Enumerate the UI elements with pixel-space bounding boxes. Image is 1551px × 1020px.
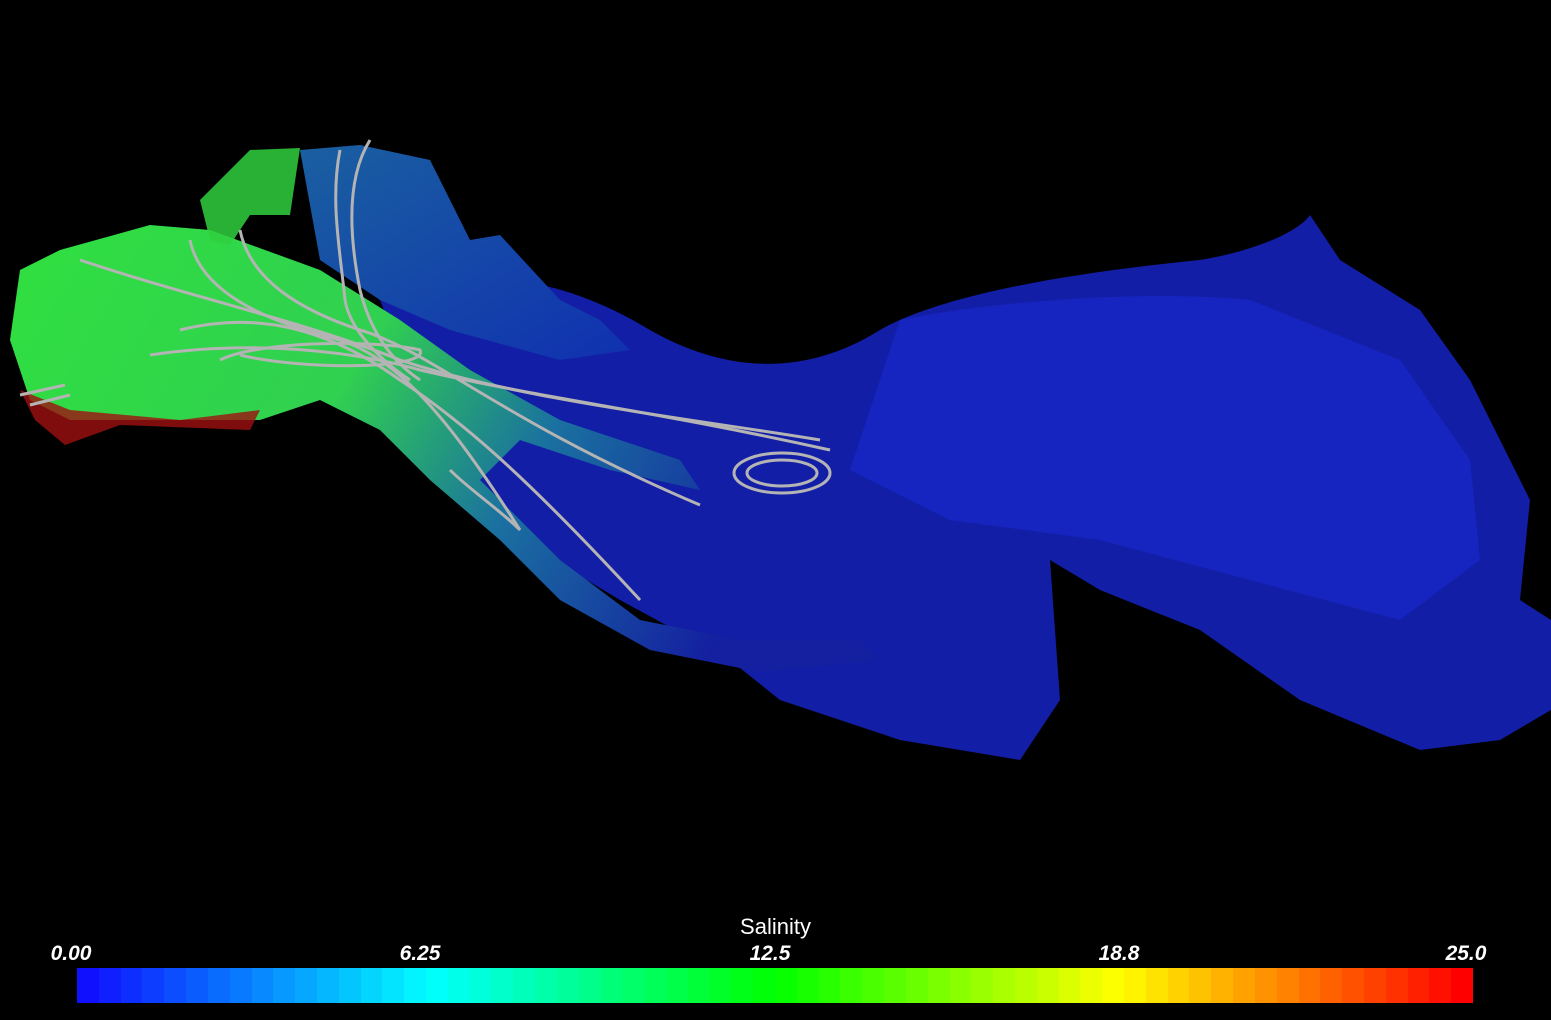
scalar-bar-segment bbox=[164, 968, 187, 1003]
scalar-bar-segment bbox=[949, 968, 972, 1003]
scalar-bar-segment bbox=[862, 968, 885, 1003]
scalar-bar-segment bbox=[98, 968, 121, 1003]
streamline bbox=[350, 139, 421, 382]
streamline bbox=[188, 239, 522, 531]
scalar-bar-tick: 6.25 bbox=[399, 942, 441, 965]
scalar-bar-segment bbox=[469, 968, 492, 1003]
scalar-bar-segment bbox=[535, 968, 557, 1003]
scalar-bar-segment bbox=[1276, 968, 1299, 1003]
streamline bbox=[149, 346, 831, 452]
scalar-bar-segment bbox=[753, 968, 775, 1003]
scalar-bar-segment bbox=[1298, 968, 1321, 1003]
streamline-loop bbox=[745, 458, 819, 488]
scalar-bar-segment bbox=[971, 968, 994, 1003]
scalar-bar-segment bbox=[1254, 968, 1277, 1003]
scalar-bar-segment bbox=[1167, 968, 1190, 1003]
scalar-bar-segment bbox=[186, 968, 208, 1003]
scalar-bar-segment bbox=[796, 968, 819, 1003]
scalar-bar-segment bbox=[1102, 968, 1124, 1003]
scalar-bar-segment bbox=[513, 968, 536, 1003]
scalar-bar-segment bbox=[273, 968, 296, 1003]
scalar-bar-segment bbox=[360, 968, 383, 1003]
streamline bbox=[179, 320, 642, 602]
scalar-bar-segment bbox=[578, 968, 601, 1003]
scalar-bar-segment bbox=[447, 968, 470, 1003]
scalar-bar-tick: 18.8 bbox=[1098, 942, 1140, 965]
scalar-bar-segment bbox=[927, 968, 950, 1003]
scalar-bar-segment bbox=[1233, 968, 1255, 1003]
scalar-bar-segment bbox=[775, 968, 797, 1003]
estuary-mesh bbox=[10, 145, 1551, 760]
scalar-bar-tick: 25.0 bbox=[1445, 942, 1487, 965]
scalar-bar-segment bbox=[1385, 968, 1408, 1003]
streamline bbox=[448, 468, 522, 532]
scalar-bar-segment bbox=[1036, 968, 1059, 1003]
scalar-bar-segment bbox=[404, 968, 426, 1003]
scalar-bar-segment bbox=[142, 968, 165, 1003]
scalar-bar-segment bbox=[709, 968, 732, 1003]
scalar-bar-segment bbox=[207, 968, 230, 1003]
scalar-bar-segment bbox=[1407, 968, 1430, 1003]
scalar-bar-segment bbox=[905, 968, 928, 1003]
scalar-bar bbox=[77, 968, 1473, 1003]
scalar-bar-segment bbox=[338, 968, 361, 1003]
scalar-bar-segment bbox=[316, 968, 339, 1003]
scalar-bar-segment bbox=[1014, 968, 1037, 1003]
scalar-bar-segment bbox=[644, 968, 666, 1003]
scalar-bar-segment bbox=[1124, 968, 1146, 1003]
scalar-bar-segment bbox=[622, 968, 645, 1003]
scalar-bar-segment bbox=[1080, 968, 1103, 1003]
scalar-bar-segment bbox=[1429, 968, 1452, 1003]
scalar-bar-tick: 0.00 bbox=[50, 942, 92, 965]
scalar-bar-segment bbox=[491, 968, 514, 1003]
scalar-bar-segment bbox=[1189, 968, 1212, 1003]
scalar-bar-segment bbox=[295, 968, 317, 1003]
estuary-red-underside bbox=[20, 390, 260, 445]
scalar-bar-segment bbox=[687, 968, 710, 1003]
scalar-bar-segment bbox=[251, 968, 274, 1003]
scalar-bar-segment bbox=[1320, 968, 1343, 1003]
scalar-bar-segment bbox=[665, 968, 688, 1003]
estuary-upper-lobe bbox=[300, 145, 630, 360]
scalar-bar-segment bbox=[993, 968, 1015, 1003]
scalar-bar-segment bbox=[1058, 968, 1081, 1003]
scalar-bar-segment bbox=[1211, 968, 1234, 1003]
scalar-bar-segment bbox=[120, 968, 143, 1003]
scalar-bar-segment bbox=[818, 968, 841, 1003]
estuary-green-top-wall bbox=[200, 148, 300, 245]
scalar-bar-tick: 12.5 bbox=[749, 942, 791, 965]
scalar-bar-segment bbox=[1451, 968, 1473, 1003]
scalar-bar-segment bbox=[426, 968, 448, 1003]
scalar-bar-segment bbox=[884, 968, 906, 1003]
scalar-bar-segment bbox=[1363, 968, 1386, 1003]
streamline bbox=[219, 341, 422, 368]
scalar-bar-segment bbox=[840, 968, 863, 1003]
scalar-bar-segment bbox=[600, 968, 623, 1003]
3d-render-viewport[interactable] bbox=[0, 0, 1551, 900]
streamline-loop bbox=[732, 451, 832, 495]
scalar-bar-segment bbox=[229, 968, 252, 1003]
scalar-bar-title: Salinity bbox=[740, 914, 811, 939]
estuary-left-green bbox=[10, 225, 880, 672]
scalar-bar-segment bbox=[382, 968, 405, 1003]
scalar-bar-segment bbox=[1145, 968, 1168, 1003]
scalar-bar-segment bbox=[556, 968, 579, 1003]
estuary-surface-detail bbox=[850, 296, 1480, 620]
scalar-bar-segment bbox=[77, 968, 99, 1003]
scalar-bar-segment bbox=[1342, 968, 1364, 1003]
streamline bbox=[19, 383, 71, 407]
streamline bbox=[79, 258, 821, 442]
streamlines bbox=[19, 139, 832, 602]
scalar-bar-segment bbox=[731, 968, 754, 1003]
streamline bbox=[334, 149, 411, 382]
streamline bbox=[238, 229, 701, 507]
